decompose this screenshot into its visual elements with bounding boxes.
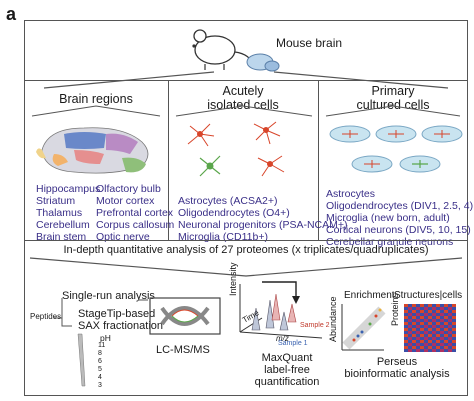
list-item: Oligodendrocytes (DIV1, 2.5, 4) xyxy=(326,200,474,212)
enrichment-label: Enrichment xyxy=(344,290,395,301)
maxquant-label: MaxQuant label-free quantification xyxy=(254,352,320,388)
list-item: Cerebellar granule neurons xyxy=(326,236,454,248)
perseus-label: Perseus bioinformatic analysis xyxy=(344,356,450,380)
middle-separator xyxy=(24,240,468,241)
enrichment-scatter-icon xyxy=(341,304,386,351)
ph-label: pH xyxy=(100,333,111,343)
isolated-cells-list: Astrocytes (ACSA2+) Oligodendrocytes (O4… xyxy=(178,195,348,243)
list-item: Prefrontal cortex xyxy=(96,207,174,219)
workflow-arrows xyxy=(54,298,148,387)
list-item: Microglia (CD11b+) xyxy=(178,231,268,243)
list-item: Corpus callosum xyxy=(96,219,175,231)
list-item: Motor cortex xyxy=(96,195,155,207)
brain-regions-list-left: Hippocampus Striatum Thalamus Cerebellum… xyxy=(36,183,100,243)
brain-regions-title: Brain regions xyxy=(59,92,133,106)
mz-label: m/z xyxy=(276,334,289,343)
mouse-icon xyxy=(192,29,255,70)
lc-column-icon xyxy=(149,297,221,335)
list-item: Olfactory bulb xyxy=(96,183,161,195)
column-divider-2 xyxy=(318,80,319,240)
list-item: Cortical neurons (DIV5, 10, 15) xyxy=(326,224,471,236)
cultured-cells-list: Astrocytes Oligodendrocytes (DIV1, 2.5, … xyxy=(326,188,473,248)
list-item: Striatum xyxy=(36,195,76,207)
top-separator xyxy=(24,80,468,81)
bottom-chevron xyxy=(29,257,463,277)
peptides-label: Peptides xyxy=(30,312,62,321)
list-item: Cerebellum xyxy=(36,219,90,231)
brain-icon xyxy=(246,53,280,72)
list-item: Hippocampus xyxy=(36,183,101,195)
abundance-label: Abundance xyxy=(328,296,338,342)
list-item: Optic nerve xyxy=(96,231,150,243)
isolated-cells-icon xyxy=(187,121,285,177)
brain-sagittal-icon xyxy=(36,127,149,174)
brain-regions-list-right: Olfactory bulb Motor cortex Prefrontal c… xyxy=(96,183,174,243)
stagetip-label: StageTip-based SAX fractionation xyxy=(78,308,163,332)
sample-2-label: Sample 2 xyxy=(300,322,330,329)
list-item: Thalamus xyxy=(36,207,83,219)
panel-letter: a xyxy=(6,4,17,24)
maxquant-spectra-icon xyxy=(239,281,323,339)
list-item: Astrocytes xyxy=(326,188,376,200)
proteins-label: Proteins xyxy=(390,292,400,326)
heatmap-icon xyxy=(404,304,456,352)
sample-1-label: Sample 1 xyxy=(278,340,308,347)
column-divider-1 xyxy=(168,80,169,240)
list-item: Brain stem xyxy=(36,231,87,243)
analysis-banner: In-depth quantitative analysis of 27 pro… xyxy=(63,244,429,256)
figure-frame xyxy=(24,20,468,396)
intensity-label: Intensity xyxy=(228,262,238,296)
list-item: Neuronal progenitors (PSA-NCAM+) xyxy=(178,219,348,231)
header-underlines xyxy=(31,105,461,117)
culture-dishes-icon xyxy=(329,125,463,173)
list-item: Astrocytes (ACSA2+) xyxy=(178,195,278,207)
mouse-brain-label: Mouse brain xyxy=(276,36,343,50)
single-run-label: Single-run analysis xyxy=(62,290,155,302)
list-item: Microglia (new born, adult) xyxy=(326,212,450,224)
lcms-label: LC-MS/MS xyxy=(156,344,210,356)
structures-cells-label: Structures|cells xyxy=(394,290,463,301)
list-item: Oligodendrocytes (O4+) xyxy=(178,207,290,219)
